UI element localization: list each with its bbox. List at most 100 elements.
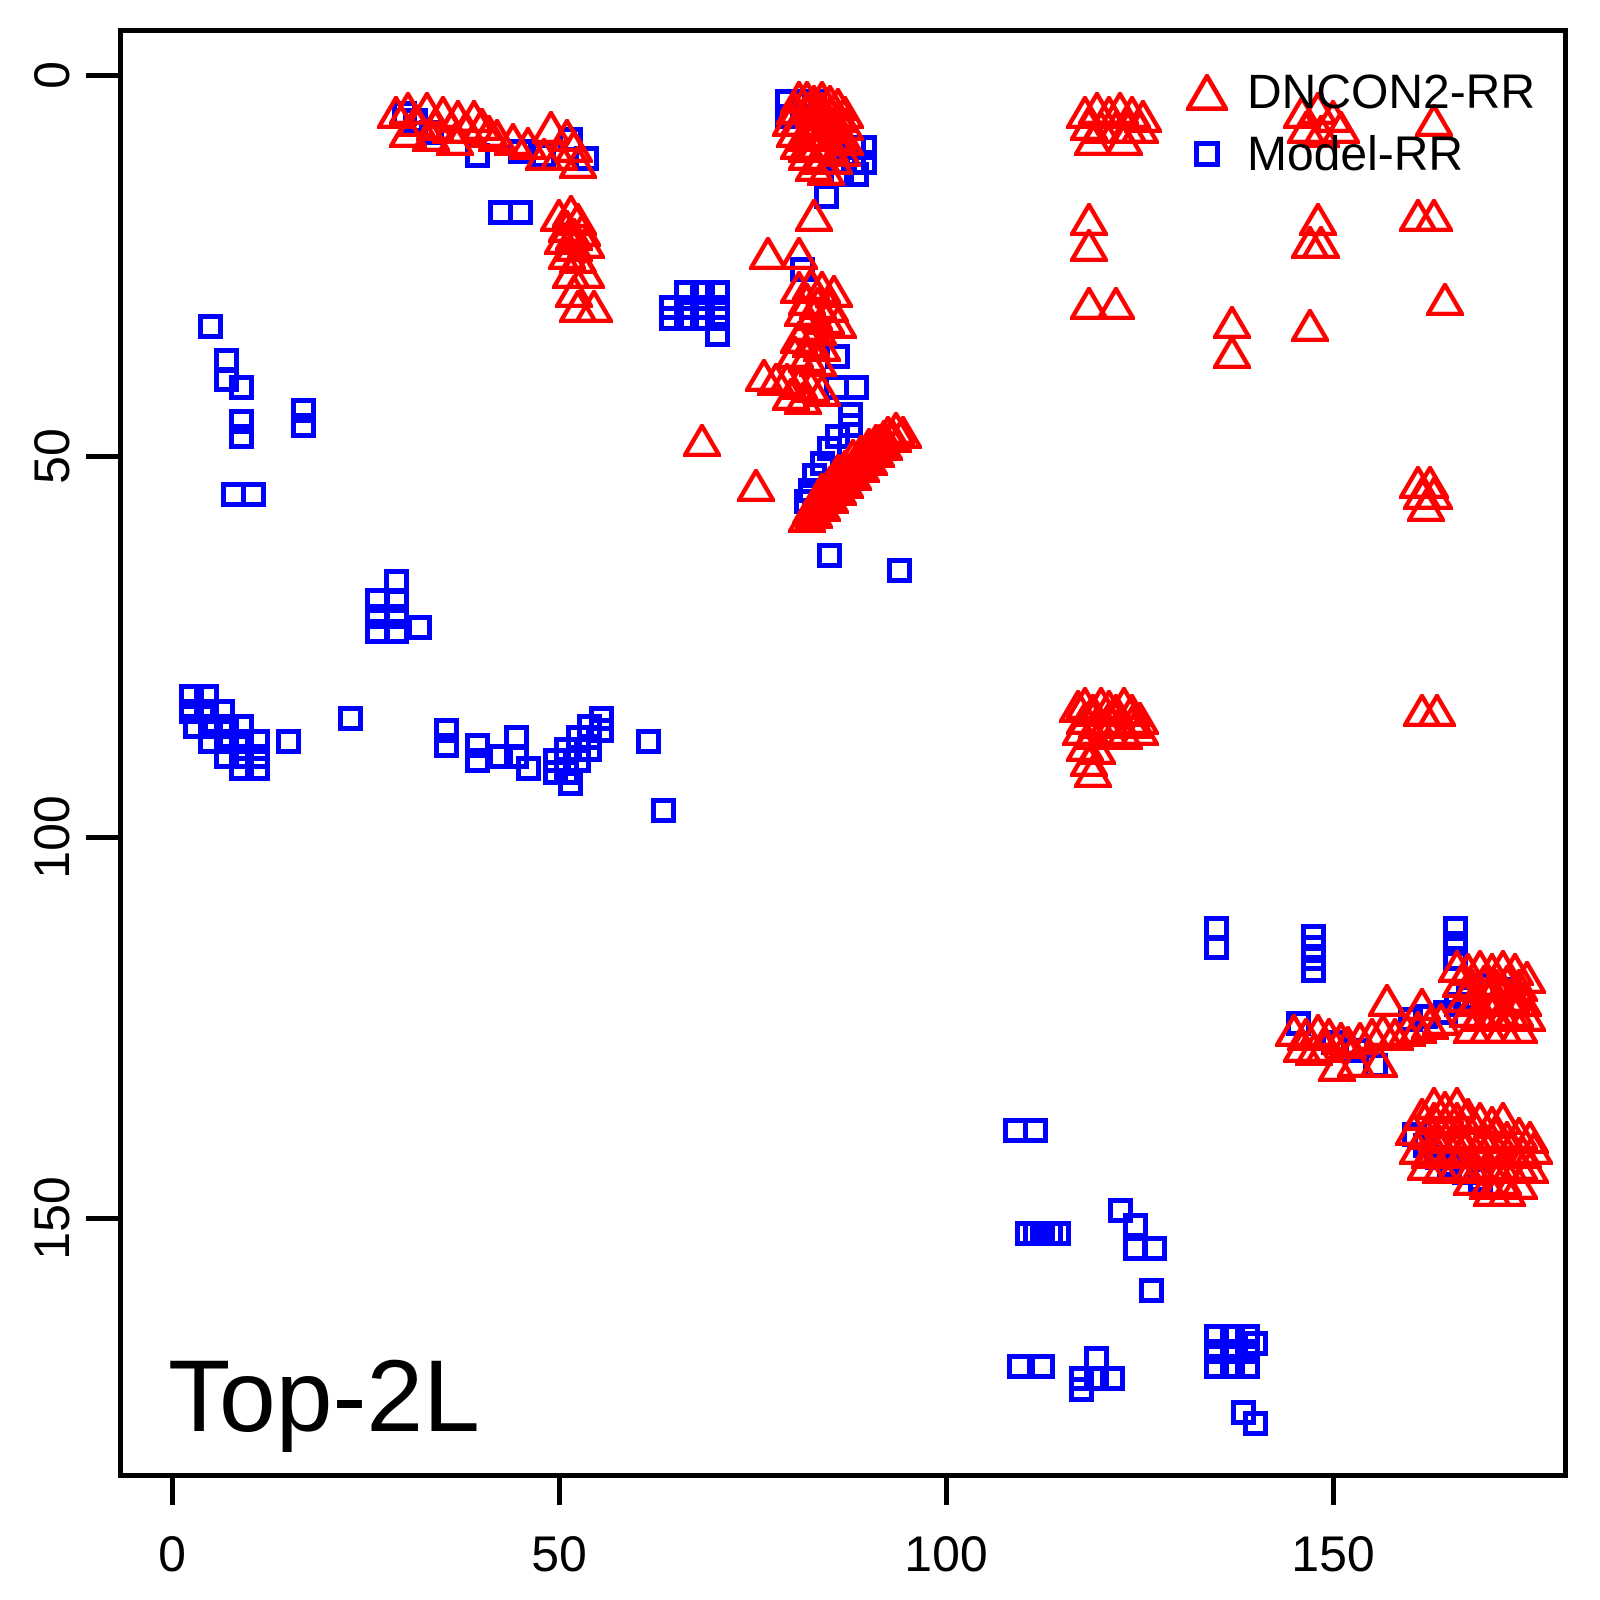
data-point-triangle [1424, 280, 1467, 317]
data-point-triangle [1064, 726, 1107, 762]
data-point-square [817, 542, 843, 568]
data-point-triangle [1470, 992, 1513, 1029]
y-axis-tick-label: 150 [24, 1176, 80, 1260]
x-axis-tick [556, 1473, 562, 1505]
data-point-triangle [793, 146, 836, 183]
data-point-triangle [1466, 1129, 1509, 1166]
data-point-triangle [872, 417, 915, 454]
data-point-square [240, 481, 266, 507]
x-axis-tick-label: 150 [1291, 1526, 1375, 1582]
data-point-triangle [812, 272, 855, 309]
data-point-square [558, 771, 584, 797]
data-point-triangle [1420, 1129, 1463, 1166]
data-point-square [488, 744, 514, 770]
data-point-triangle [565, 253, 608, 290]
data-point-triangle [375, 93, 418, 130]
data-point-triangle [1060, 710, 1103, 747]
data-point-square [705, 321, 731, 347]
data-point-triangle [1072, 120, 1114, 157]
data-point-square [1022, 1117, 1048, 1143]
data-point-square [1235, 1354, 1261, 1380]
data-point-triangle [801, 371, 844, 408]
data-point-triangle [452, 97, 495, 134]
data-point-triangle [1412, 196, 1455, 233]
data-point-triangle [1366, 981, 1409, 1018]
legend-square-icon [1185, 134, 1229, 174]
data-point-square [1138, 1277, 1164, 1303]
data-point-square [674, 279, 700, 305]
data-point-square [650, 797, 676, 823]
data-point-triangle [1211, 303, 1254, 339]
data-point-square [275, 729, 301, 755]
data-point-square [1204, 1323, 1230, 1349]
x-axis-tick-label: 0 [158, 1526, 186, 1582]
data-point-triangle [770, 375, 813, 412]
data-point-triangle [1300, 223, 1343, 259]
data-point-triangle [1068, 105, 1111, 141]
data-point-square [337, 706, 363, 732]
data-point-triangle [1497, 1008, 1540, 1044]
data-point-triangle [1439, 962, 1482, 999]
data-point-triangle [1420, 1000, 1463, 1037]
data-point-triangle [1288, 307, 1331, 343]
data-point-triangle [1087, 688, 1130, 724]
data-point-triangle [824, 120, 867, 157]
data-point-square [1442, 915, 1468, 941]
data-point-triangle [1432, 1133, 1474, 1170]
data-point-square [1219, 1354, 1245, 1380]
data-point-triangle [1087, 699, 1130, 736]
data-point-square [1301, 957, 1327, 983]
y-axis-tick-label: 0 [24, 61, 80, 89]
data-point-triangle [1486, 1171, 1529, 1208]
data-point-square [813, 184, 839, 210]
data-point-triangle [816, 303, 859, 339]
data-point-square [515, 755, 541, 781]
data-point-triangle [1304, 1027, 1347, 1063]
data-point-square [1243, 1331, 1269, 1357]
data-point-square [1030, 1354, 1056, 1380]
data-point-triangle [460, 105, 503, 141]
data-point-triangle [1319, 108, 1362, 145]
data-point-square [507, 199, 533, 225]
data-point-triangle [1103, 120, 1145, 157]
data-point-square [182, 714, 208, 739]
data-point-triangle [1497, 1145, 1540, 1181]
data-point-triangle [557, 143, 600, 179]
data-point-triangle [847, 425, 890, 461]
legend-triangle-icon [1185, 72, 1229, 112]
data-point-triangle [801, 326, 844, 362]
y-axis-tick [86, 834, 118, 840]
data-point-square [1204, 1354, 1230, 1380]
data-point-square [1107, 1197, 1133, 1223]
plot-title: Top-2L [168, 1339, 480, 1453]
data-point-square [213, 729, 239, 755]
data-point-triangle [1068, 226, 1111, 263]
data-point-square [244, 729, 270, 755]
data-point-square [705, 306, 731, 332]
data-point-triangle [805, 150, 847, 187]
data-point-square [291, 397, 317, 423]
data-point-triangle [1358, 1042, 1401, 1079]
data-point-triangle [797, 341, 840, 377]
data-point-square [198, 729, 224, 755]
y-axis-tick-label: 100 [24, 795, 80, 879]
data-point-square [887, 557, 913, 583]
data-point-triangle [1118, 108, 1161, 145]
data-point-triangle [785, 337, 828, 374]
legend-row-model: Model-RR [1185, 123, 1535, 185]
x-axis-tick-label: 100 [904, 1526, 988, 1582]
data-point-triangle [1068, 741, 1111, 778]
data-point-triangle [1068, 284, 1111, 320]
legend-label-model: Model-RR [1247, 127, 1464, 181]
data-point-square [1204, 934, 1230, 960]
data-point-triangle [747, 234, 789, 271]
data-point-square [844, 374, 870, 400]
data-point-square [383, 618, 409, 644]
data-point-square [229, 714, 255, 739]
data-point-triangle [1072, 691, 1114, 728]
data-point-triangle [1292, 1030, 1335, 1067]
data-point-square [178, 683, 204, 709]
x-axis-tick [169, 1473, 175, 1505]
data-point-triangle [778, 234, 820, 271]
